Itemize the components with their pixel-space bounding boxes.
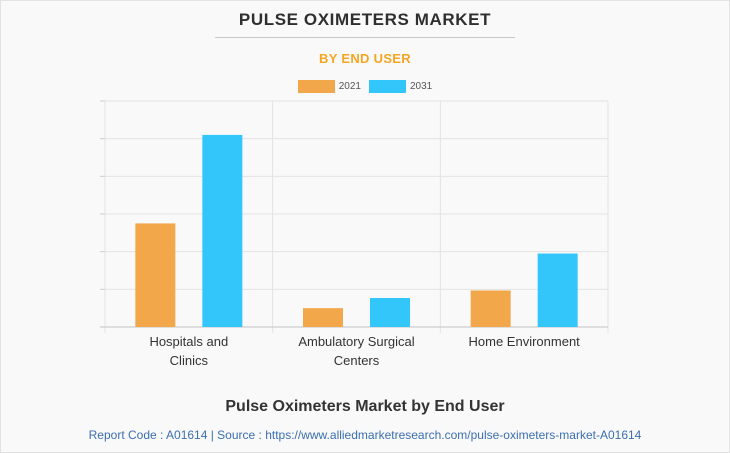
legend-swatch-2031 bbox=[369, 80, 406, 93]
bar-2031-1 bbox=[370, 297, 410, 327]
bar-2031-2 bbox=[537, 253, 578, 327]
x-tick-label: Home Environment bbox=[469, 334, 581, 349]
legend-label-2031: 2031 bbox=[410, 81, 433, 92]
x-tick-label: Hospitals and bbox=[149, 334, 228, 349]
legend-swatch-2021 bbox=[297, 80, 335, 93]
x-tick-label: Ambulatory Surgical bbox=[298, 334, 414, 349]
title-divider bbox=[215, 37, 515, 38]
legend-item-2021: 2021 bbox=[297, 80, 361, 93]
x-tick-label: Centers bbox=[334, 353, 380, 368]
legend-label-2021: 2021 bbox=[338, 81, 361, 92]
bar-2021-0 bbox=[135, 223, 176, 327]
chart-subtitle: BY END USER bbox=[319, 51, 411, 66]
chart-legend: 2021 2031 bbox=[0, 80, 730, 93]
bar-2021-1 bbox=[303, 308, 343, 327]
figure-caption: Pulse Oximeters Market by End User bbox=[225, 398, 505, 415]
legend-item-2031: 2031 bbox=[369, 80, 432, 93]
bar-2021-2 bbox=[470, 290, 511, 327]
x-tick-label: Clinics bbox=[170, 353, 209, 368]
source-link[interactable]: Report Code : A01614 | Source : https://… bbox=[88, 428, 642, 442]
bar-2031-0 bbox=[202, 134, 243, 327]
chart-title: PULSE OXIMETERS MARKET bbox=[238, 10, 492, 29]
